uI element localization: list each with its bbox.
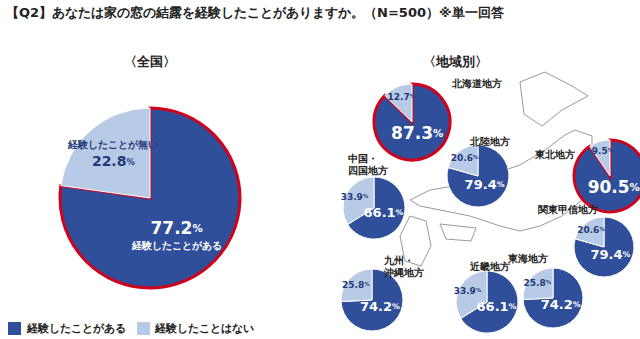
svg-text:20.6%: 20.6% [451,153,479,163]
svg-text:東海地方: 東海地方 [507,253,548,264]
svg-text:九州・沖縄地方: 九州・沖縄地方 [383,255,424,278]
svg-text:近畿地方: 近畿地方 [469,261,510,272]
svg-text:【Q2】あなたは家の窓の結露を経験したことがありますか。（N: 【Q2】あなたは家の窓の結露を経験したことがありますか。（N=500）※単一回答 [6,5,504,20]
svg-text:20.6%: 20.6% [577,224,605,234]
svg-text:74.2%: 74.2% [541,297,581,312]
svg-text:22.8%: 22.8% [92,153,136,169]
svg-text:北海道地方: 北海道地方 [451,78,502,89]
svg-text:〈地域別〉: 〈地域別〉 [423,54,488,69]
svg-text:中国・四国地方: 中国・四国地方 [348,153,388,176]
html-text:経験したことがある: 経験したことがある [26,322,126,335]
html-text:経験したことはない: 経験したことはない [155,322,254,335]
svg-text:33.9%: 33.9% [454,286,482,296]
svg-text:90.5%: 90.5% [588,177,640,197]
svg-text:33.9%: 33.9% [341,192,369,202]
svg-text:経験したことが無い: 経験したことが無い [67,139,158,150]
svg-text:9.5%: 9.5% [592,146,614,156]
svg-text:74.2%: 74.2% [360,299,400,314]
svg-text:77.2%: 77.2% [151,218,203,238]
svg-text:66.1%: 66.1% [477,299,517,314]
svg-text:79.4%: 79.4% [590,247,630,262]
svg-text:25.8%: 25.8% [524,278,552,288]
svg-text:経験したことがある: 経験したことがある [131,240,222,251]
svg-text:東北地方: 東北地方 [534,149,575,160]
svg-text:関東甲信地方: 関東甲信地方 [538,204,598,215]
svg-text:〈全国〉: 〈全国〉 [124,54,176,69]
svg-text:25.8%: 25.8% [342,279,370,289]
svg-text:87.3%: 87.3% [391,123,443,143]
svg-text:12.7%: 12.7% [388,91,416,101]
svg-text:66.1%: 66.1% [364,205,404,220]
svg-text:79.4%: 79.4% [465,176,505,191]
svg-text:北陸地方: 北陸地方 [469,136,510,147]
